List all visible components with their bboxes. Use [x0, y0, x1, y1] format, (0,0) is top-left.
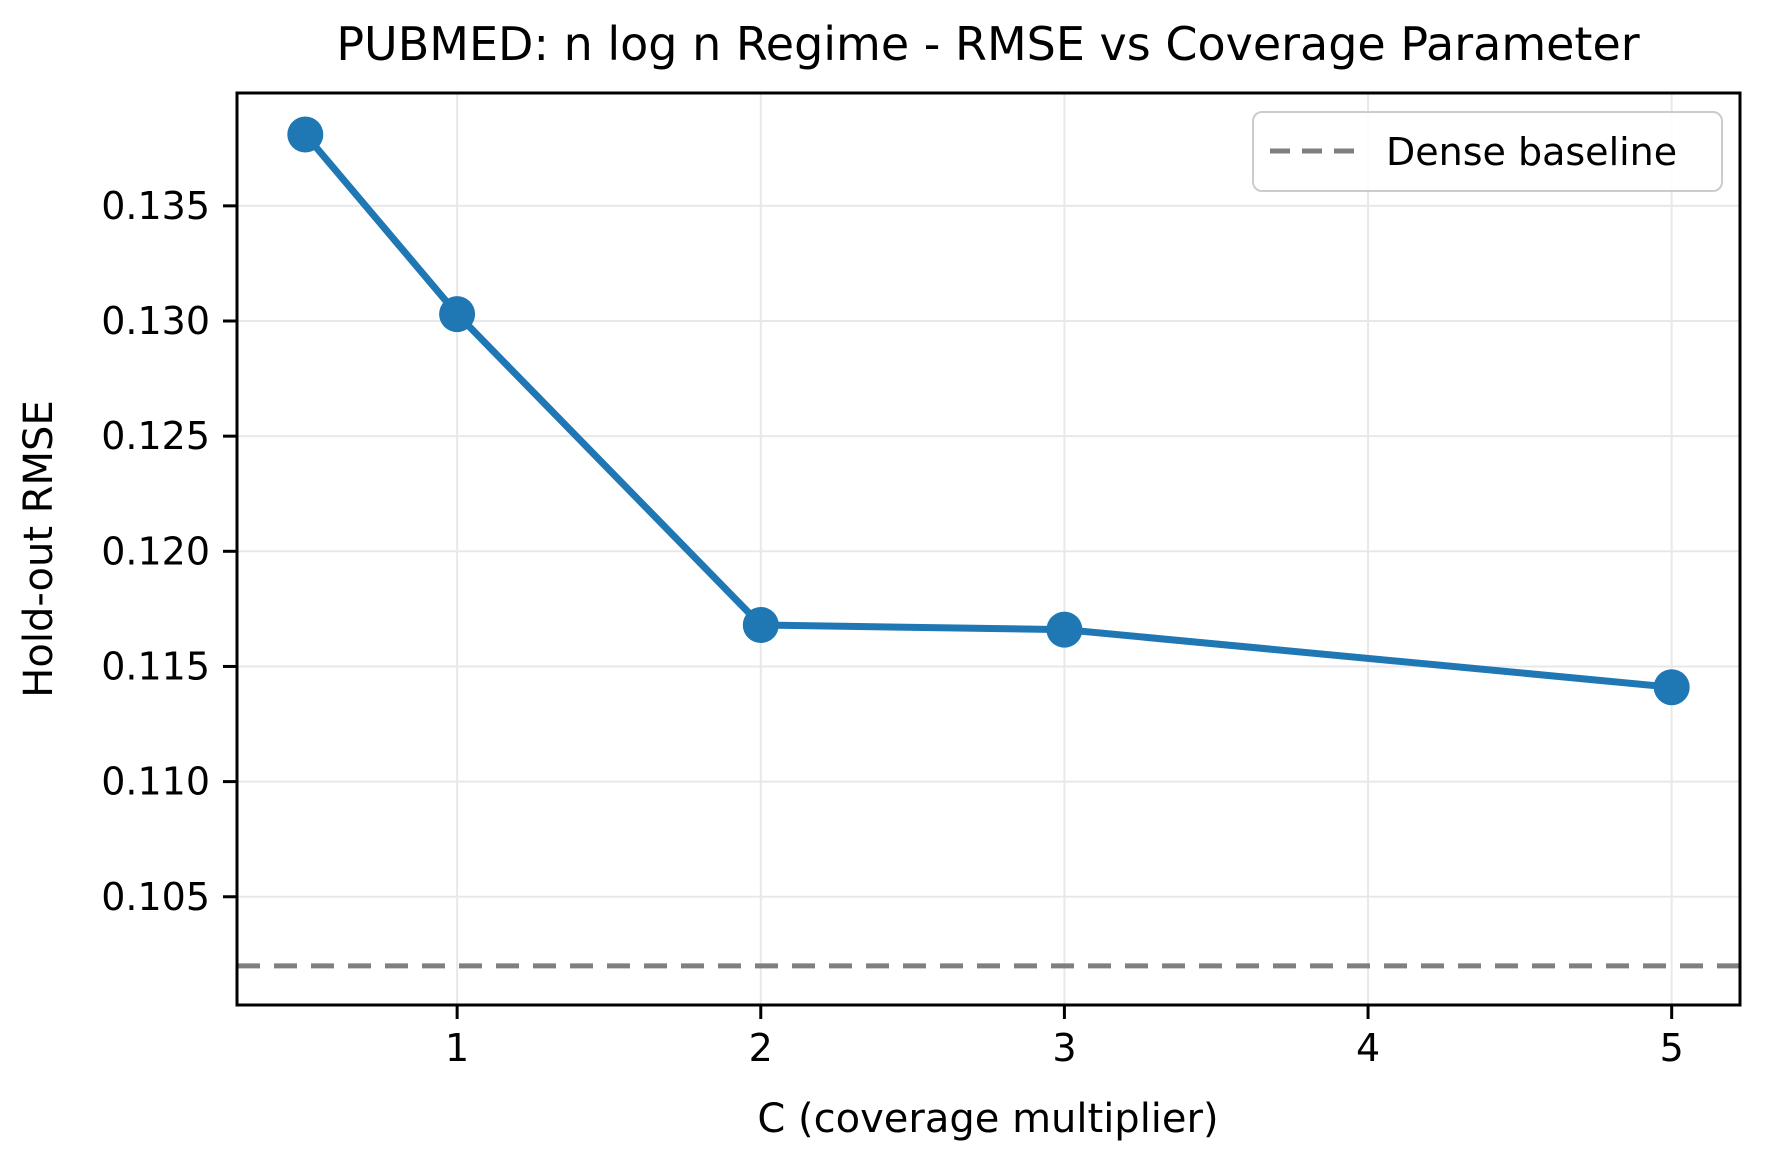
y-tick-label: 0.135: [101, 184, 210, 228]
legend: Dense baseline: [1252, 111, 1723, 192]
x-tick-label: 2: [749, 1026, 773, 1070]
y-tick-label: 0.120: [101, 529, 210, 573]
data-point-marker: [439, 296, 476, 333]
y-tick-label: 0.115: [101, 644, 210, 688]
rmse-series-line: [301, 131, 1676, 691]
y-tick-label: 0.110: [101, 760, 210, 804]
y-tick-label: 0.130: [101, 299, 210, 343]
legend-box: [1252, 111, 1723, 192]
data-point-markers: [287, 116, 1690, 706]
gridlines: [237, 93, 1740, 1005]
x-tick-label: 4: [1356, 1026, 1380, 1070]
x-tick-label: 3: [1052, 1026, 1076, 1070]
axis-tick-labels: 1 2 3 4 5 0.105 0.110 0.115 0.120 0.125 0.130 0.135: [101, 184, 1684, 1070]
legend-label: Dense baseline: [1386, 130, 1677, 174]
axis-ticks: [223, 204, 1674, 1019]
y-tick-label: 0.125: [101, 414, 210, 458]
data-point-marker: [742, 607, 779, 643]
x-tick-label: 1: [445, 1026, 469, 1070]
y-tick-label: 0.105: [101, 875, 210, 919]
data-point-marker: [1653, 669, 1690, 706]
x-axis-label: C (coverage multiplier): [757, 1096, 1218, 1142]
chart-title: PUBMED: n log n Regime - RMSE vs Coverag…: [336, 17, 1639, 71]
data-point-marker: [287, 116, 324, 153]
x-tick-label: 5: [1660, 1026, 1684, 1070]
data-point-marker: [1046, 611, 1083, 648]
y-axis-label: Hold-out RMSE: [16, 400, 62, 697]
plot-border: [235, 91, 1742, 1007]
